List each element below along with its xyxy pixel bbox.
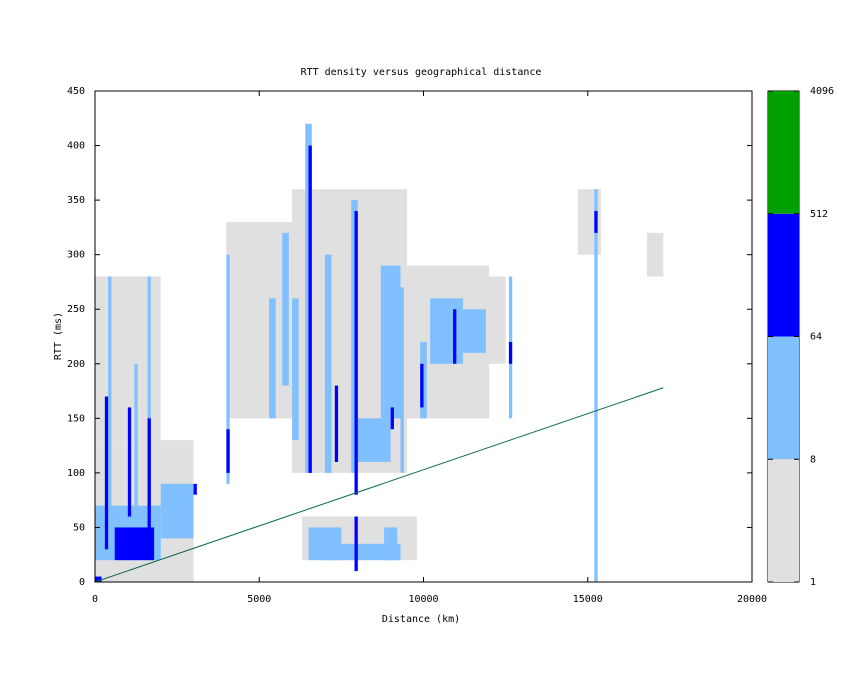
x-tick-label: 15000 [573,594,603,605]
density-cell [226,254,230,484]
density-cell [400,287,404,473]
density-cell [282,232,289,386]
density-cell [104,396,109,550]
density-cell [324,254,332,473]
y-tick-label: 100 [67,468,85,479]
density-cell [594,189,598,582]
x-tick-label: 0 [92,594,98,605]
density-cell [95,576,102,582]
heatmap [94,123,664,583]
density-cell [127,407,132,517]
density-cell [646,232,664,277]
density-cell [334,385,339,462]
colorbar-tick-label: 1 [810,577,816,588]
density-cell [453,309,457,364]
fit-line [94,387,664,583]
x-tick-label: 5000 [247,594,271,605]
colorbar-band [768,91,799,214]
density-cell [292,298,299,441]
y-tick-label: 0 [79,577,85,588]
y-axis-label: RTT (ms) [53,312,64,360]
density-cell [508,341,513,364]
density-cell [269,298,276,419]
x-axis-label: Distance (km) [382,614,460,625]
density-cell [308,145,312,473]
density-cell [160,483,194,539]
density-cell [147,418,151,528]
colorbar-band [768,459,799,582]
y-tick-label: 300 [67,250,85,261]
x-tick-label: 10000 [408,594,438,605]
y-tick-label: 200 [67,359,85,370]
density-cell [354,516,358,572]
density-cell [147,276,151,517]
colorbar-tick-label: 8 [810,454,816,465]
density-cell [226,429,230,473]
colorbar-band [768,213,799,337]
density-cell [462,309,486,353]
density-cell [594,211,598,233]
colorbar-tick-label: 512 [810,209,828,220]
colorbar-tick-label: 64 [810,332,822,343]
x-tick-label: 20000 [737,594,767,605]
y-tick-label: 350 [67,195,85,206]
density-cell [390,407,394,430]
density-cell [134,363,138,517]
density-cell [114,527,155,561]
density-cell [420,363,424,408]
density-cell [193,483,197,495]
colorbar-band [768,336,799,460]
density-cell [324,543,401,561]
chart-title: RTT density versus geographical distance [301,67,542,78]
density-cell [357,418,391,462]
density-cell [430,298,463,364]
colorbar-tick-label: 4096 [810,86,834,97]
y-tick-label: 50 [73,522,85,533]
density-cell [354,211,358,495]
y-tick-label: 400 [67,141,85,152]
y-tick-label: 450 [67,86,85,97]
y-tick-label: 150 [67,413,85,424]
density-cell [380,265,401,419]
density-cell [108,276,112,517]
y-tick-label: 250 [67,304,85,315]
